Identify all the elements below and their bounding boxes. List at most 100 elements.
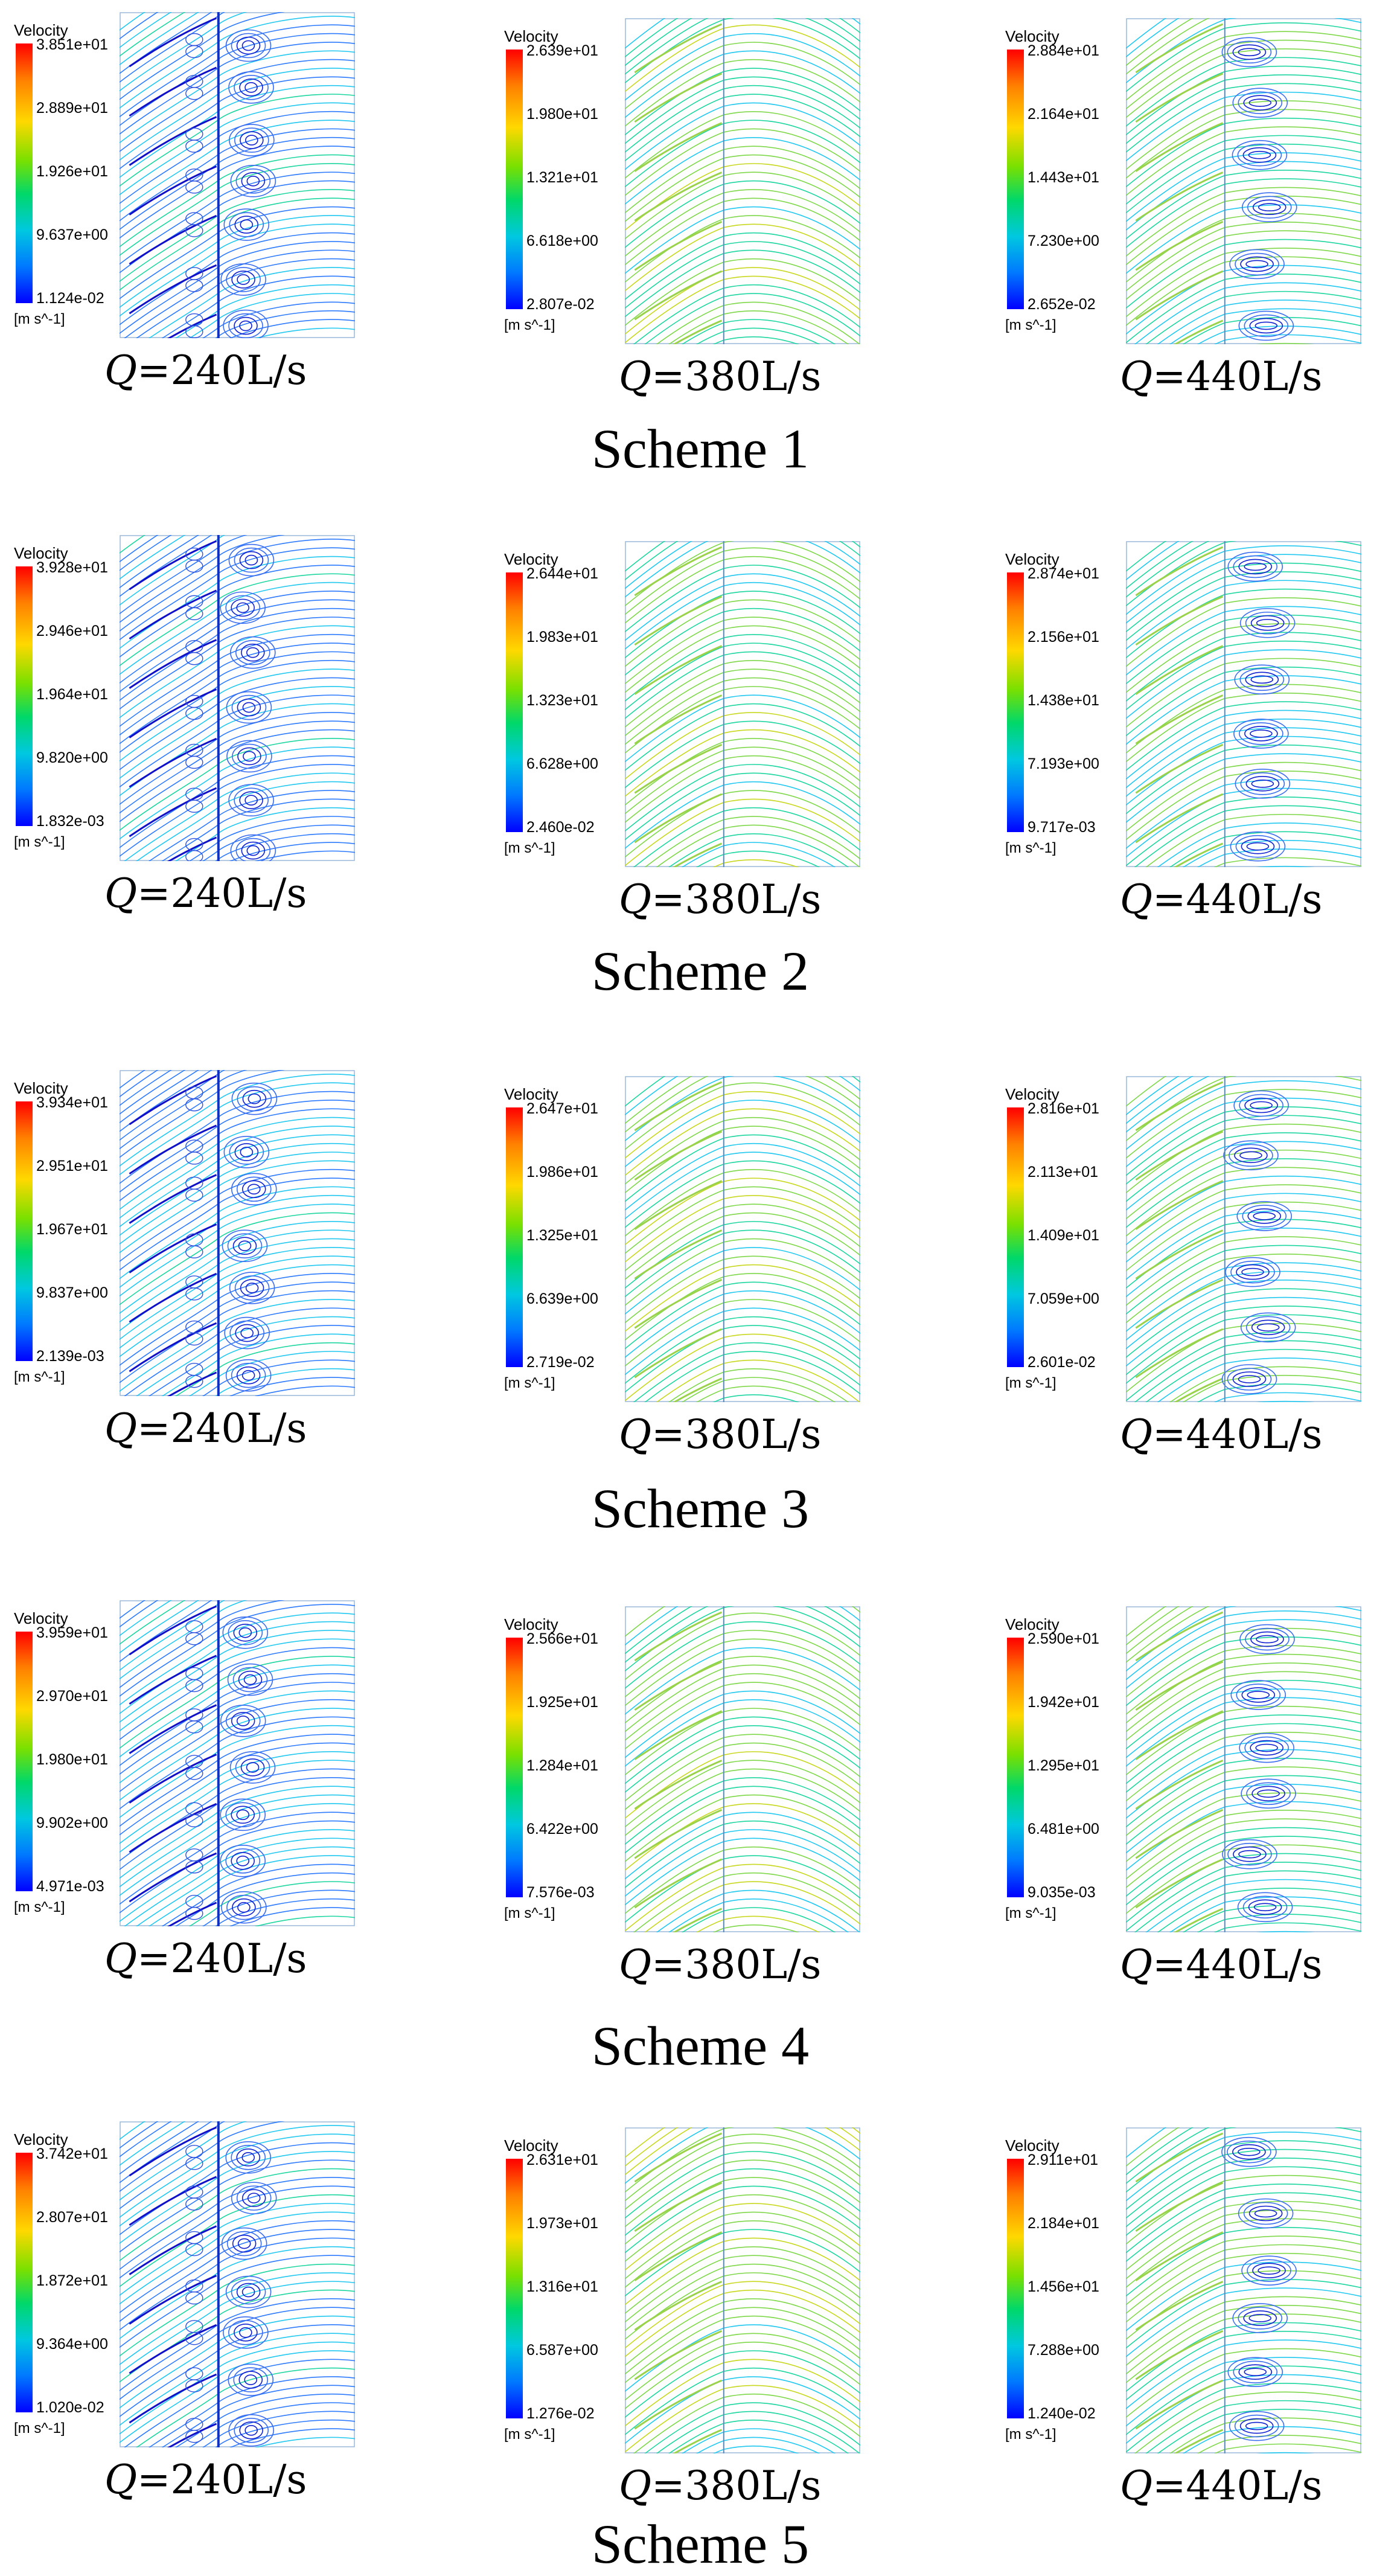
vortex-core [227,1233,263,1259]
vortex-core [246,1762,260,1773]
flow-rate-label: Q=380L/s [619,1941,821,1988]
vortex-core [236,36,261,55]
vortex-core [1247,196,1292,219]
colorbar-tick-label: 2.951e+01 [36,1158,108,1174]
vortex-core [231,1082,278,1115]
legend-title: Velocity [1005,1615,1060,1633]
blade [672,1908,723,1932]
colorbar [506,1107,523,1367]
vortex-core [225,2275,272,2308]
vortex-core [185,1679,203,1693]
colorbar-tick-label: 6.639e+00 [526,1290,598,1307]
vortex-core [242,702,256,713]
vortex-core [1240,1312,1296,1343]
streamline-svg [1126,2127,1361,2453]
vortex-core [1250,729,1273,738]
colorbar-tick-label: 1.323e+01 [526,692,598,709]
blade [634,2281,723,2331]
blade [129,1754,217,1804]
vortex-core [185,1374,203,1388]
streamline-svg [625,1606,860,1932]
streamline [120,535,213,597]
vortex-core [239,2421,263,2440]
blade [129,1655,217,1705]
vortex-core [1251,1319,1285,1336]
streamline [1126,541,1210,598]
legend-title: Velocity [1005,1085,1060,1103]
vortex-core [245,1283,259,1293]
colorbar-unit: [m s^-1] [1005,317,1056,333]
vortex-core [229,1320,264,1346]
vortex-core [185,139,203,153]
blade [129,1223,217,1274]
flow-symbol: Q [104,347,138,394]
vortex-core [185,2157,203,2170]
vortex-core [185,181,203,194]
vortex-core [185,2243,203,2257]
colorbar [1007,572,1024,832]
vortex-core [241,2286,255,2298]
vortex-core [1238,310,1294,341]
streamline [1126,1606,1167,1637]
blade [1135,23,1224,74]
vortex-core [1227,2357,1283,2387]
vortex-core [1239,607,1296,638]
vortex-core [234,1143,259,1161]
colorbar-tick-label: 2.566e+01 [526,1630,598,1647]
vortex-core [185,87,203,100]
vortex-core [230,834,276,861]
vortex-core [1258,203,1281,212]
flow-value: =440L/s [1152,2462,1323,2509]
blade [1135,793,1224,844]
vortex-core [238,1627,252,1638]
blade [1135,122,1224,172]
blade [634,1278,723,1329]
vortex-core [1255,321,1278,330]
blade [129,2324,217,2374]
streamline [229,319,355,338]
vortex-core [1235,835,1280,858]
blade [672,842,723,867]
vortex-core [238,2371,263,2389]
colorbar-tick-label: 1.964e+01 [36,686,108,703]
scheme-title-3: Scheme 3 [591,1478,810,1539]
vortex-core [1249,318,1283,334]
vortex-core [228,784,274,817]
colorbar [16,1632,33,1891]
streamline [254,850,355,861]
streamline [1126,2127,1167,2158]
vortex-core [1227,2140,1271,2164]
vortex-core [1238,2364,1273,2380]
scheme-5-panel-2: Velocity 2.631e+01 1.973e+01 1.316e+01 6.587… [501,2121,875,2568]
colorbar-unit: [m s^-1] [1005,2426,1056,2443]
blade [129,2373,217,2424]
vortex-core [185,1860,203,1874]
vortex-core [1242,1895,1288,1919]
colorbar-tick-label: 3.928e+01 [36,559,108,576]
vortex-core [229,636,276,669]
colorbar-tick-label: 7.193e+00 [1028,755,1099,772]
vortex-core [1233,1090,1289,1121]
vortex-core [246,647,260,658]
vortex-core [1239,1732,1294,1763]
colorbar-tick-label: 1.276e-02 [526,2405,595,2422]
vortex-core [221,2227,267,2260]
vortex-core [185,755,203,769]
blade [1135,1661,1224,1711]
colorbar-tick-label: 2.113e+01 [1028,1164,1099,1181]
blade [634,72,723,123]
colorbar-tick-label: 2.970e+01 [36,1688,108,1705]
vortex-core [233,1623,258,1642]
vortex-core [221,1891,267,1924]
flow-rate-label: Q=240L/s [104,870,307,917]
blade [1135,1710,1224,1760]
vortex-core [1238,2198,1294,2229]
colorbar-tick-label: 1.980e+01 [36,1751,108,1768]
vortex-core [1223,1140,1279,1171]
vortex-core [240,1147,254,1158]
streamline [120,535,159,562]
vortex-core [247,1184,261,1195]
vortex-core [1243,2310,1277,2326]
vortex-core [1238,1375,1261,1383]
colorbar-tick-label: 2.631e+01 [526,2151,598,2168]
